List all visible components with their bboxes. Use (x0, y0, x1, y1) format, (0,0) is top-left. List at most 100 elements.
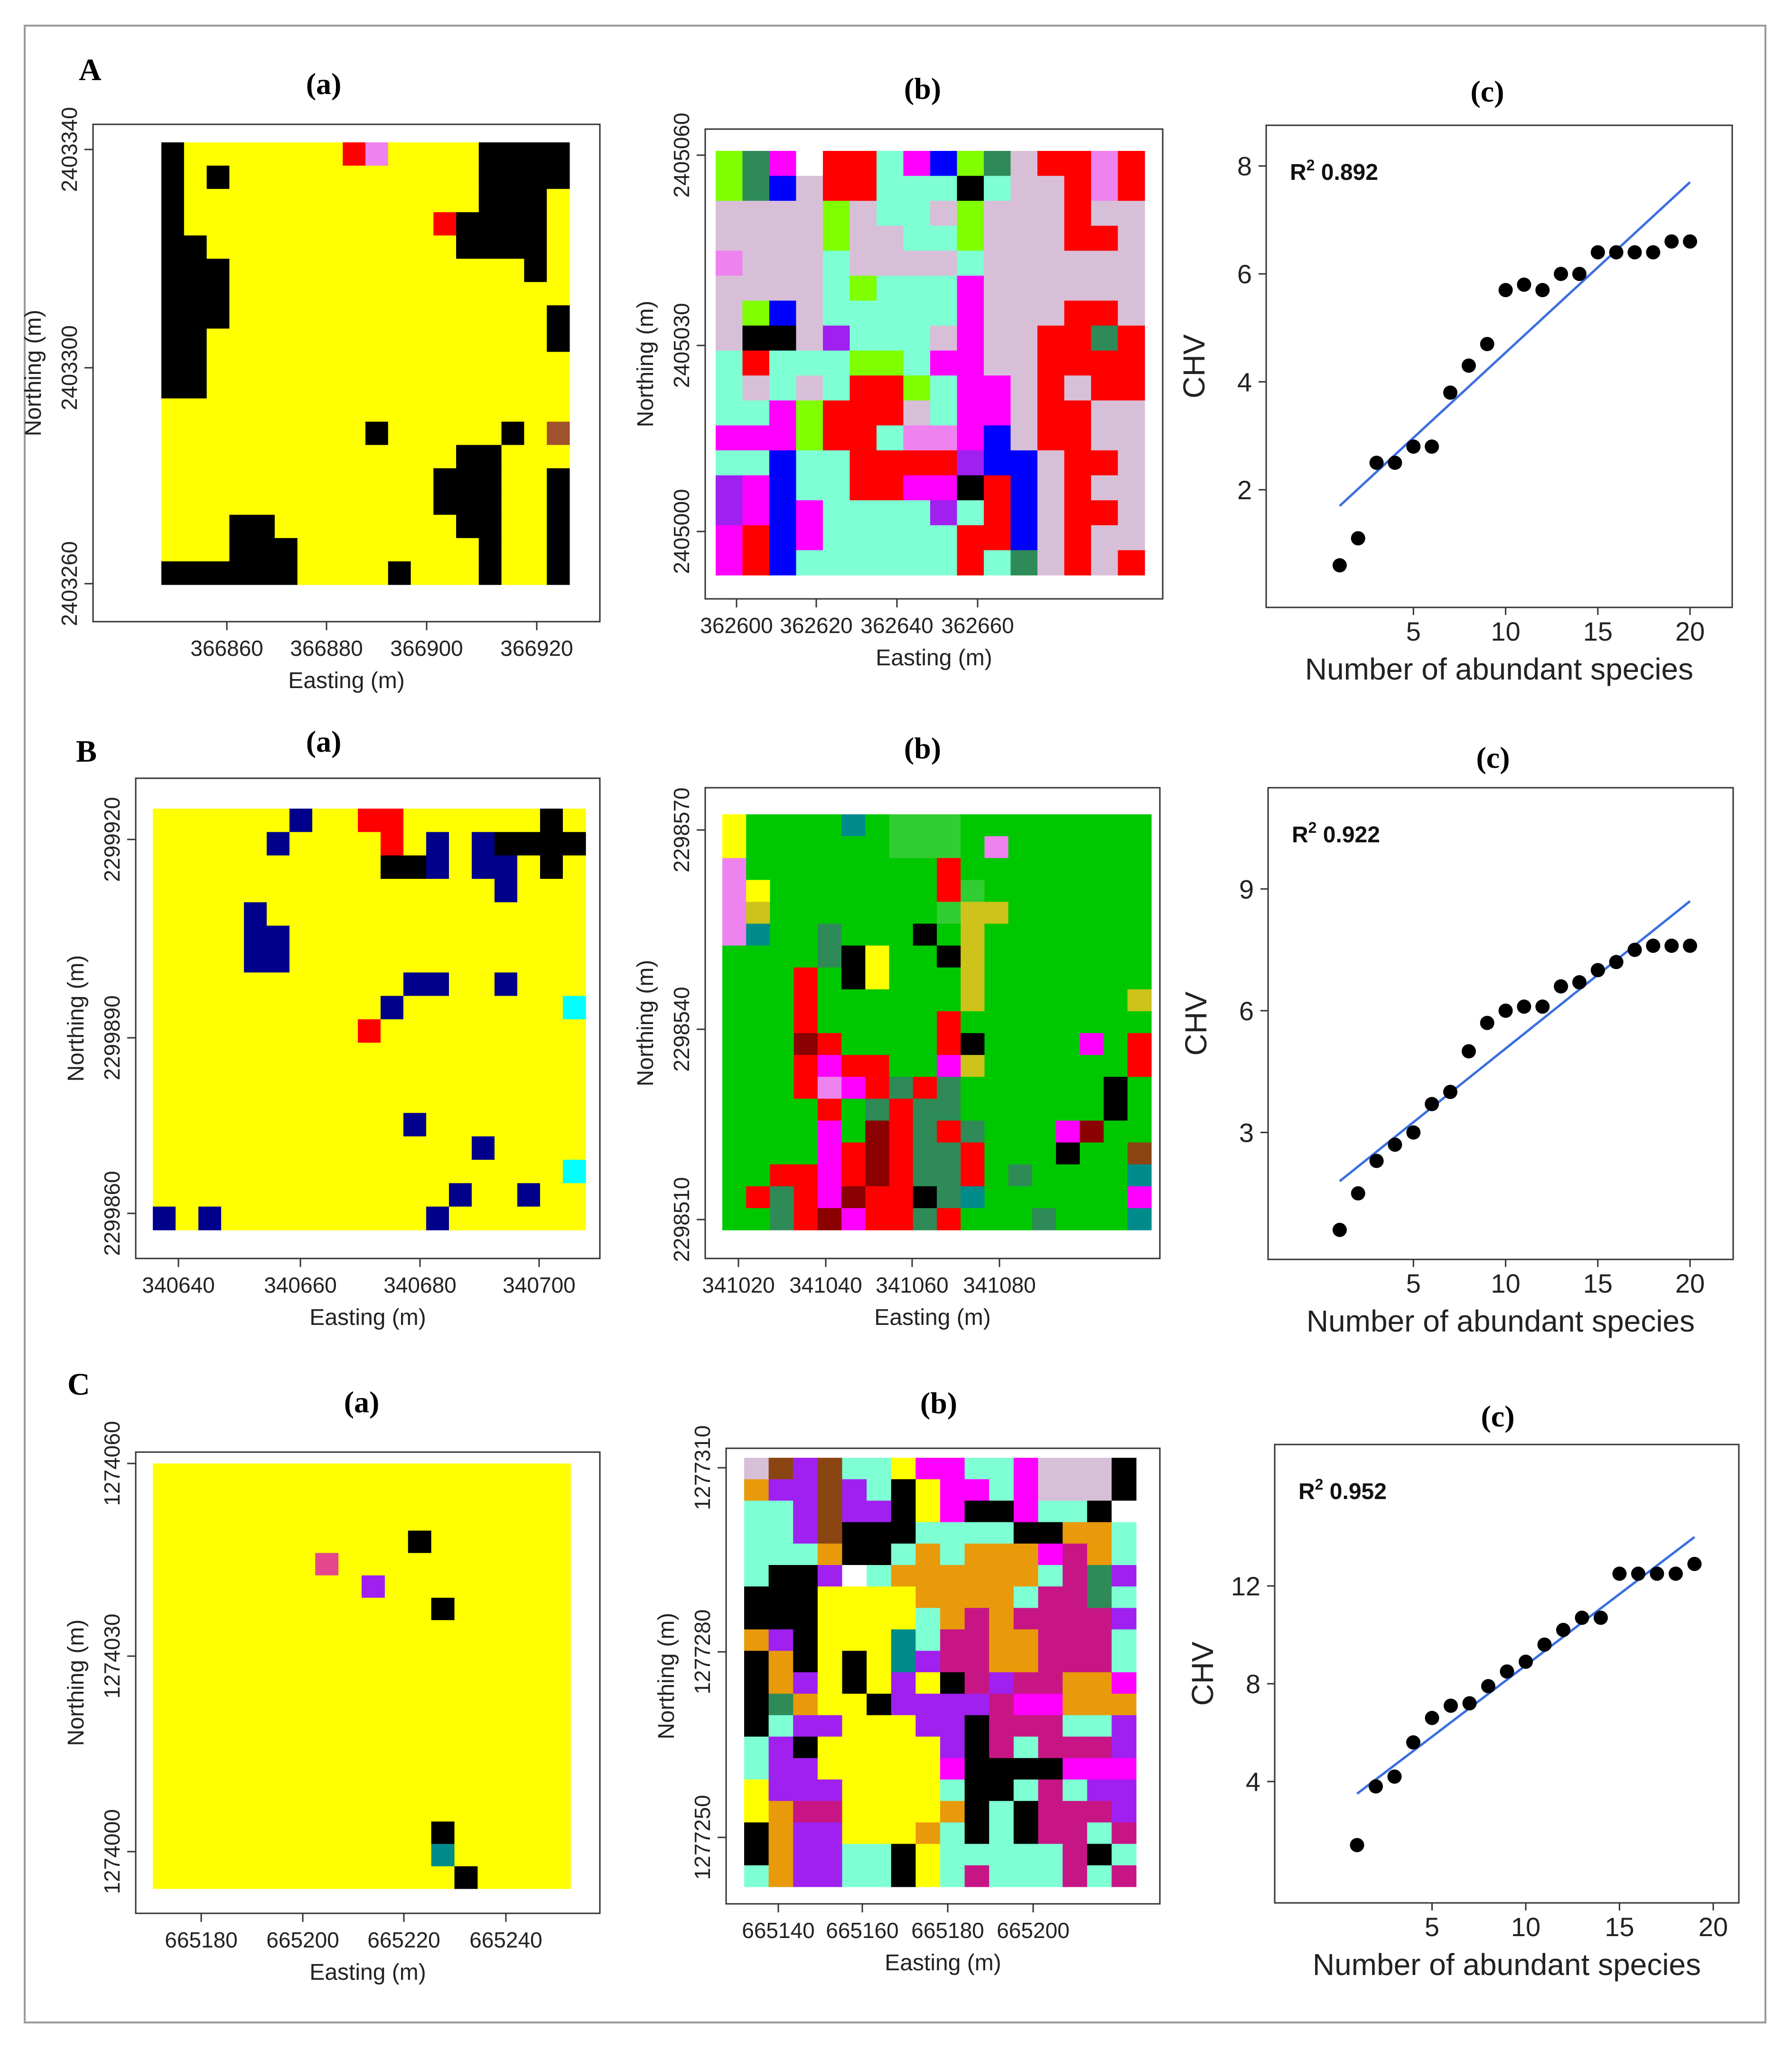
map-cell (964, 1736, 989, 1759)
map-cell (823, 201, 850, 226)
map-cell (889, 1011, 914, 1034)
y-tick-label: 2403340 (57, 107, 82, 192)
panel-title-A-b: (b) (904, 72, 942, 105)
map-cell (770, 880, 794, 903)
map-cell (449, 1136, 472, 1160)
map-cell (338, 1575, 362, 1598)
map-cell (793, 967, 818, 990)
map-cell (937, 989, 961, 1012)
map-cell (964, 1822, 989, 1845)
map-cell (501, 1799, 524, 1822)
map-cell (1032, 1186, 1056, 1209)
map-cell (426, 879, 449, 903)
map-cell (245, 1508, 270, 1531)
map-cell (841, 836, 866, 858)
map-cell (244, 1113, 267, 1137)
map-cell (206, 282, 230, 306)
map-cell (501, 1463, 524, 1486)
map-cell (957, 300, 984, 326)
map-cell (478, 352, 502, 376)
map-cell (431, 1642, 455, 1666)
map-cell (915, 1844, 941, 1866)
map-cell (274, 282, 298, 306)
map-cell (358, 1113, 381, 1137)
map-cell (478, 561, 502, 585)
map-cell (722, 1208, 747, 1230)
map-cell (841, 902, 866, 924)
map-cell (161, 259, 185, 282)
map-cell (793, 1099, 818, 1121)
map-cell (1063, 1608, 1088, 1630)
map-cell (269, 1665, 292, 1688)
map-cell (335, 1019, 358, 1043)
map-cell (915, 1479, 941, 1501)
map-cell (222, 1777, 246, 1799)
map-cell (1080, 814, 1104, 837)
map-cell (315, 1754, 339, 1777)
data-point (1554, 267, 1568, 281)
r2-symbol: R (1290, 160, 1307, 185)
map-cell (817, 858, 842, 880)
x-tick-label: 341060 (876, 1273, 949, 1297)
y-tick-label: 1274000 (100, 1809, 124, 1894)
map-cell (501, 1575, 524, 1598)
map-cell (358, 855, 381, 879)
map-cell (274, 514, 298, 539)
map-cell (891, 1500, 916, 1523)
map-cell (338, 1732, 362, 1755)
map-cell (1038, 1758, 1063, 1780)
map-cell (176, 809, 199, 832)
map-cell (817, 1186, 842, 1209)
data-point (1519, 1654, 1533, 1669)
map-cell (793, 1844, 818, 1866)
map-cell (841, 1077, 866, 1099)
map-cell (517, 1206, 541, 1230)
map-cell (746, 945, 771, 968)
map-cell (1080, 1164, 1104, 1187)
map-cell (989, 1629, 1014, 1651)
map-cell (1038, 1672, 1063, 1694)
map-cell (961, 836, 985, 858)
map-cell (1056, 989, 1080, 1012)
map-cell (343, 328, 366, 353)
map-cell (930, 151, 958, 177)
map-cell (849, 326, 877, 351)
map-cell (269, 1777, 292, 1799)
map-cell (1008, 1077, 1033, 1099)
map-cell (524, 142, 547, 166)
map-cell (841, 1011, 866, 1034)
x-tick-label: 362640 (860, 613, 933, 638)
map-cell (338, 1687, 362, 1710)
map-cell (540, 1136, 563, 1160)
map-cell (456, 328, 479, 353)
map-cell (222, 1665, 246, 1688)
map-cell (267, 1090, 290, 1113)
map-cell (153, 1090, 176, 1113)
x-tick-label: 340680 (383, 1273, 457, 1297)
x-tick-label: 665180 (165, 1928, 238, 1952)
map-cell (1127, 858, 1152, 880)
map-cell (793, 1458, 818, 1480)
map-cell (358, 1066, 381, 1090)
map-cell (184, 468, 207, 492)
map-cell (796, 450, 823, 476)
map-cell (1013, 1844, 1039, 1866)
map-cell (877, 400, 904, 426)
map-cell (222, 1486, 246, 1509)
map-cell (889, 814, 914, 837)
map-cell (206, 212, 230, 236)
map-cell (1080, 858, 1104, 880)
x-tick-label: 665220 (367, 1928, 440, 1952)
map-cell (501, 561, 525, 585)
map-cell (989, 1758, 1014, 1780)
map-cell (252, 445, 275, 469)
map-cell (961, 814, 985, 837)
map-cell (1064, 201, 1092, 226)
map-cell (796, 350, 823, 376)
map-cell (913, 814, 937, 837)
map-cell (547, 1508, 571, 1531)
map-cell (1056, 923, 1080, 946)
map-cell (889, 945, 914, 968)
map-cell (244, 879, 267, 903)
map-cell (984, 989, 1009, 1012)
